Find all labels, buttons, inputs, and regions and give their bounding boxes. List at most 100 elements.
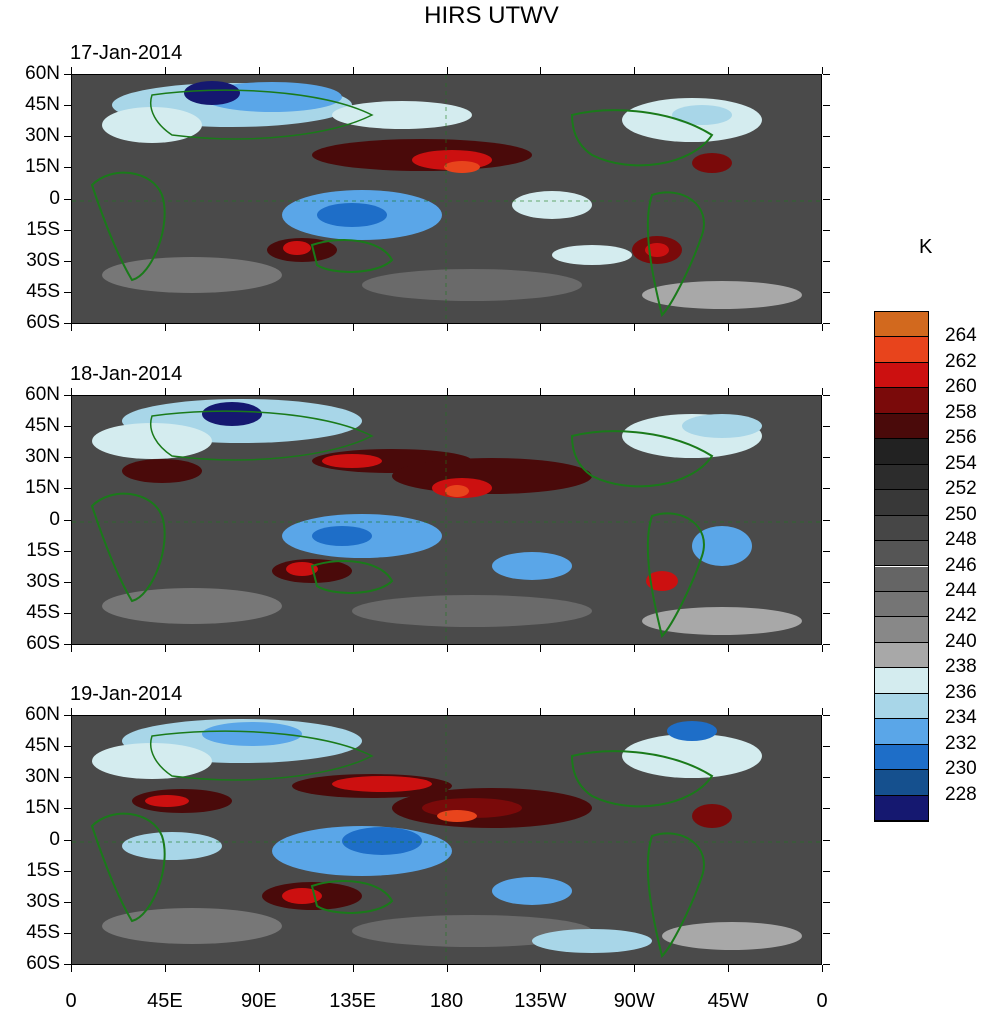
lat-tick <box>823 715 830 716</box>
lat-tick <box>823 291 830 293</box>
lat-tick <box>64 323 71 324</box>
lat-tick <box>64 581 71 583</box>
lon-tick <box>446 388 448 395</box>
lat-tick <box>64 519 71 521</box>
colorbar-label: 234 <box>945 707 977 729</box>
lon-tick <box>728 388 730 395</box>
lon-tick <box>728 324 730 331</box>
lat-tick <box>823 457 830 459</box>
lon-tick <box>71 965 72 972</box>
colorbar-swatch <box>875 439 928 465</box>
panel-1-map <box>71 74 822 324</box>
lat-label-2-1: 45N <box>25 415 60 437</box>
colorbar-label: 264 <box>945 325 977 347</box>
lat-label-1-0: 60N <box>25 63 60 84</box>
lon-tick <box>352 388 354 395</box>
colorbar-swatch <box>875 693 928 720</box>
lon-tick <box>822 67 823 74</box>
colorbar <box>874 311 929 822</box>
lon-tick <box>634 67 636 74</box>
lat-tick <box>823 198 830 200</box>
lat-tick <box>64 550 71 552</box>
colorbar-label: 242 <box>945 605 977 627</box>
lon-tick <box>634 388 636 395</box>
lat-tick <box>823 581 830 583</box>
panel-1-date: 17-Jan-2014 <box>70 42 183 64</box>
colorbar-swatch <box>875 362 928 389</box>
lon-tick <box>822 324 823 331</box>
lat-tick <box>823 395 830 396</box>
lon-tick <box>352 965 354 972</box>
lat-label-1-3: 15N <box>25 156 60 178</box>
lat-label-3-8: 60S <box>26 953 60 974</box>
lat-tick <box>64 870 71 872</box>
lat-label-1-2: 30N <box>25 125 60 147</box>
lat-tick <box>64 198 71 200</box>
colorbar-label: 258 <box>945 401 977 423</box>
colorbar-swatch <box>875 515 928 542</box>
colorbar-swatch <box>875 541 928 567</box>
lon-tick <box>258 645 260 652</box>
colorbar-label: 250 <box>945 503 977 525</box>
lat-tick <box>823 229 830 231</box>
colorbar-label: 236 <box>945 681 977 703</box>
lat-tick <box>64 839 71 841</box>
colorbar-label: 254 <box>945 452 977 474</box>
panel-3-field <box>72 716 821 964</box>
colorbar-label: 246 <box>945 554 977 576</box>
lon-tick <box>258 67 260 74</box>
lat-tick <box>64 105 71 107</box>
lat-label-3-1: 45N <box>25 735 60 757</box>
lat-tick <box>823 644 830 645</box>
figure-title: HIRS UTWV <box>424 2 559 29</box>
lon-tick <box>164 965 166 972</box>
lon-tick <box>352 645 354 652</box>
lat-label-1-6: 30S <box>26 249 60 271</box>
lat-tick <box>64 715 71 716</box>
lat-tick <box>823 612 830 614</box>
lat-tick <box>64 229 71 231</box>
colorbar-label: 244 <box>945 579 977 601</box>
panel-2-date: 18-Jan-2014 <box>70 363 183 385</box>
lat-tick <box>823 932 830 934</box>
lon-tick <box>634 645 636 652</box>
lat-label-1-4: 0 <box>49 187 60 209</box>
lat-tick <box>823 323 830 324</box>
lat-label-1-1: 45N <box>25 94 60 116</box>
colorbar-swatch <box>875 337 928 363</box>
colorbar-swatch <box>875 744 928 771</box>
lat-tick <box>64 777 71 779</box>
lon-tick <box>540 965 542 972</box>
lon-tick <box>352 708 354 715</box>
lon-tick <box>446 965 448 972</box>
lon-tick <box>822 708 823 715</box>
lon-label-7: 45W <box>707 990 749 1012</box>
lat-tick <box>64 457 71 459</box>
panel-2-map <box>71 395 822 645</box>
lat-label-3-7: 45S <box>26 921 60 943</box>
lon-label-4: 180 <box>429 990 464 1012</box>
lon-label-8: 0 <box>816 990 828 1012</box>
lat-label-2-5: 15S <box>26 539 60 561</box>
lon-tick <box>540 708 542 715</box>
colorbar-label: 252 <box>945 478 977 500</box>
lat-tick <box>64 808 71 810</box>
lat-label-1-7: 45S <box>26 280 60 302</box>
lat-tick <box>823 136 830 138</box>
lat-label-2-8: 60S <box>26 633 60 654</box>
lat-label-3-2: 30N <box>25 766 60 788</box>
lon-tick <box>728 67 730 74</box>
colorbar-label: 240 <box>945 630 977 652</box>
lat-label-3-3: 15N <box>25 797 60 819</box>
lat-tick <box>64 426 71 428</box>
lat-tick <box>64 488 71 490</box>
lon-tick <box>71 67 72 74</box>
lon-tick <box>446 324 448 331</box>
lon-tick <box>728 708 730 715</box>
lat-label-3-6: 30S <box>26 890 60 912</box>
lat-tick <box>64 612 71 614</box>
colorbar-swatch <box>875 591 928 618</box>
lat-tick <box>64 644 71 645</box>
lon-tick <box>822 388 823 395</box>
lat-label-2-6: 30S <box>26 570 60 592</box>
